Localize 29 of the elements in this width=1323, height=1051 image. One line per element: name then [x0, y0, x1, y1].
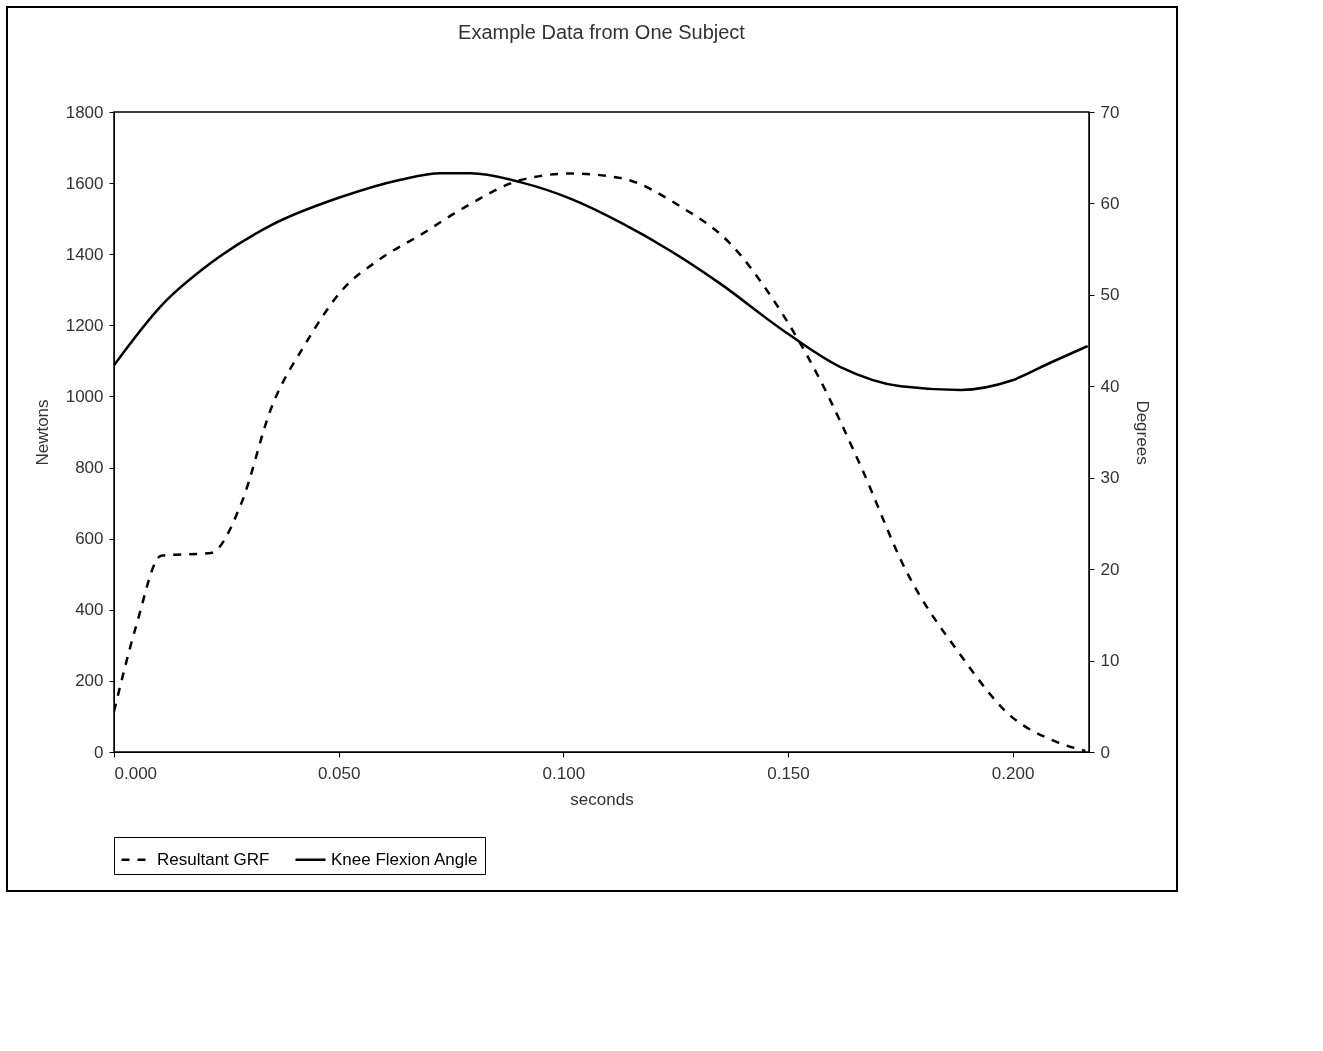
y2-tick-label: 0 [1100, 742, 1110, 762]
y2-tick-label: 20 [1100, 559, 1120, 579]
chart-title: Example Data from One Subject [458, 21, 746, 43]
x-tick-label: 0.050 [317, 763, 361, 783]
y2-tick-label: 70 [1100, 102, 1120, 122]
y-tick-label: 200 [75, 671, 104, 691]
legend-label: Resultant GRF [157, 849, 270, 869]
x-tick-label: 0.000 [114, 763, 158, 783]
legend-label: Knee Flexion Angle [331, 849, 478, 869]
y2-tick-label: 30 [1100, 468, 1120, 488]
y-tick-label: 1200 [65, 315, 104, 335]
y-tick-label: 1600 [65, 173, 104, 193]
x-axis-title: seconds [570, 789, 634, 809]
y2-tick-label: 40 [1100, 376, 1120, 396]
y-tick-label: 1800 [65, 102, 104, 122]
y-tick-label: 600 [75, 529, 104, 549]
y-axis-title: Newtons [32, 399, 52, 466]
y-tick-label: 1000 [65, 386, 104, 406]
x-tick-label: 0.150 [767, 763, 810, 783]
y-tick-label: 1400 [65, 244, 104, 264]
y2-tick-label: 60 [1100, 193, 1120, 213]
x-tick-label: 0.200 [991, 763, 1035, 783]
x-tick-label: 0.100 [542, 763, 586, 783]
y2-tick-label: 50 [1100, 285, 1120, 305]
y-tick-label: 400 [75, 600, 104, 620]
y2-tick-label: 10 [1100, 651, 1120, 671]
y-tick-label: 800 [75, 458, 104, 478]
y-tick-label: 0 [94, 742, 104, 762]
y2-axis-title: Degrees [1133, 400, 1153, 465]
